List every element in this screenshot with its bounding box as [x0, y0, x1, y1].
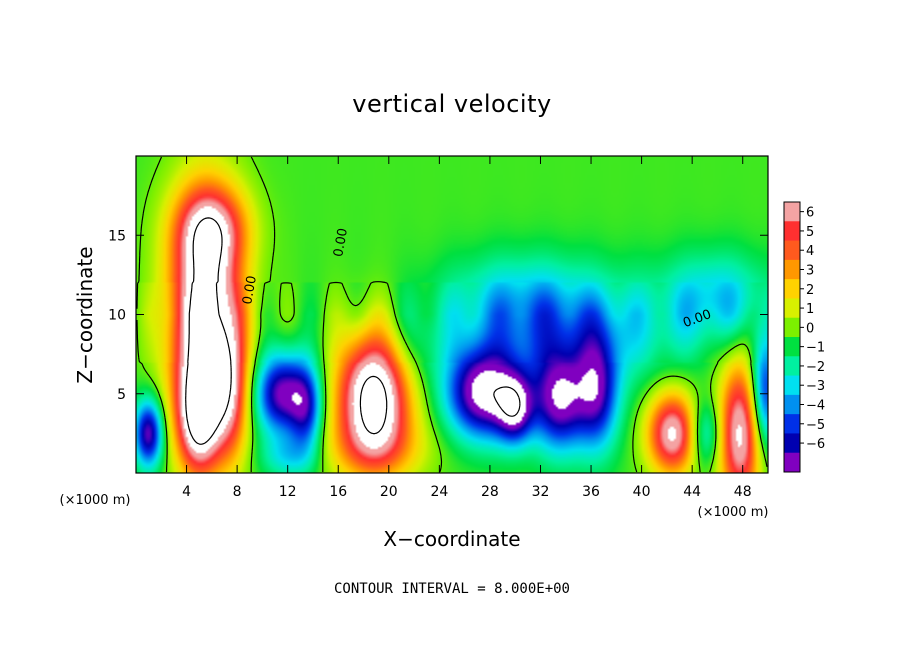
colorbar-cell — [784, 298, 800, 319]
x-tick-label: 16 — [329, 484, 347, 500]
x-tick-label: 28 — [481, 484, 499, 500]
colorbar-cell — [784, 240, 800, 261]
x-unit-label-left: (×1000 m) — [60, 493, 131, 508]
x-tick-label: 12 — [279, 484, 297, 500]
colorbar-cell — [784, 337, 800, 357]
colorbar-cell — [784, 356, 800, 377]
plot-area: 0.000.000.00 — [135, 155, 769, 474]
colorbar-label: −5 — [806, 418, 825, 433]
colorbar-label: 2 — [806, 283, 814, 298]
x-unit-label-right: (×1000 m) — [698, 505, 769, 520]
x-tick-label: 36 — [582, 484, 600, 500]
y-axis-title: Z−coordinate — [73, 246, 97, 383]
x-axis-title: X−coordinate — [383, 527, 520, 551]
x-tick-label: 8 — [233, 484, 242, 500]
y-tick-label: 5 — [117, 387, 126, 403]
x-tick-label: 32 — [532, 484, 550, 500]
velocity-field — [136, 156, 768, 473]
x-tick-label: 20 — [380, 484, 398, 500]
colorbar-cell — [784, 259, 800, 280]
colorbar-cell — [784, 433, 800, 454]
colorbar-label: 6 — [806, 206, 814, 221]
colorbar-label: −3 — [806, 379, 825, 394]
y-tick-label: 10 — [108, 308, 126, 324]
contour-label: 0.00 — [240, 275, 260, 306]
y-tick-label: 15 — [108, 228, 126, 244]
contour-line — [493, 386, 521, 417]
x-tick-label: 48 — [734, 484, 752, 500]
contour-line — [185, 217, 388, 445]
colorbar-label: −4 — [806, 399, 825, 414]
x-tick-label: 44 — [683, 484, 701, 500]
colorbar-cell — [784, 375, 800, 396]
colorbar-label: 1 — [806, 302, 814, 317]
y-axis: 5 10 15 — [108, 228, 768, 403]
x-tick-label: 24 — [430, 484, 448, 500]
colorbar-cell — [784, 394, 800, 415]
contour-label: 0.00 — [331, 227, 351, 258]
colorbar-label: −2 — [806, 360, 825, 375]
colorbar-label: 4 — [806, 244, 814, 259]
colorbar-cell — [784, 279, 800, 299]
colorbar-frame — [783, 201, 801, 473]
chart-title: vertical velocity — [352, 90, 551, 118]
colorbar: 6 5 4 3 2 1 0 −1 −2 −3 −4 −5 −6 — [783, 201, 825, 473]
colorbar-cell — [784, 414, 800, 434]
contour-lines: 0.000.000.00 — [136, 156, 768, 473]
colorbar-label: 0 — [806, 321, 814, 336]
colorbar-cell — [784, 221, 800, 242]
x-tick-label: 4 — [182, 484, 191, 500]
colorbar-cell — [784, 202, 800, 222]
colorbar-cell — [784, 452, 800, 473]
colorbar-label: −6 — [806, 437, 825, 452]
colorbar-cell — [784, 317, 800, 338]
colorbar-label: 3 — [806, 264, 814, 279]
colorbar-label: 5 — [806, 225, 814, 240]
colorbar-label: −1 — [806, 341, 825, 356]
x-tick-label: 40 — [633, 484, 651, 500]
contour-line — [136, 156, 768, 473]
x-axis: 4 8 12 16 20 24 28 32 36 40 44 48 — [182, 156, 752, 500]
contour-interval-note: CONTOUR INTERVAL = 8.000E+00 — [334, 581, 570, 597]
